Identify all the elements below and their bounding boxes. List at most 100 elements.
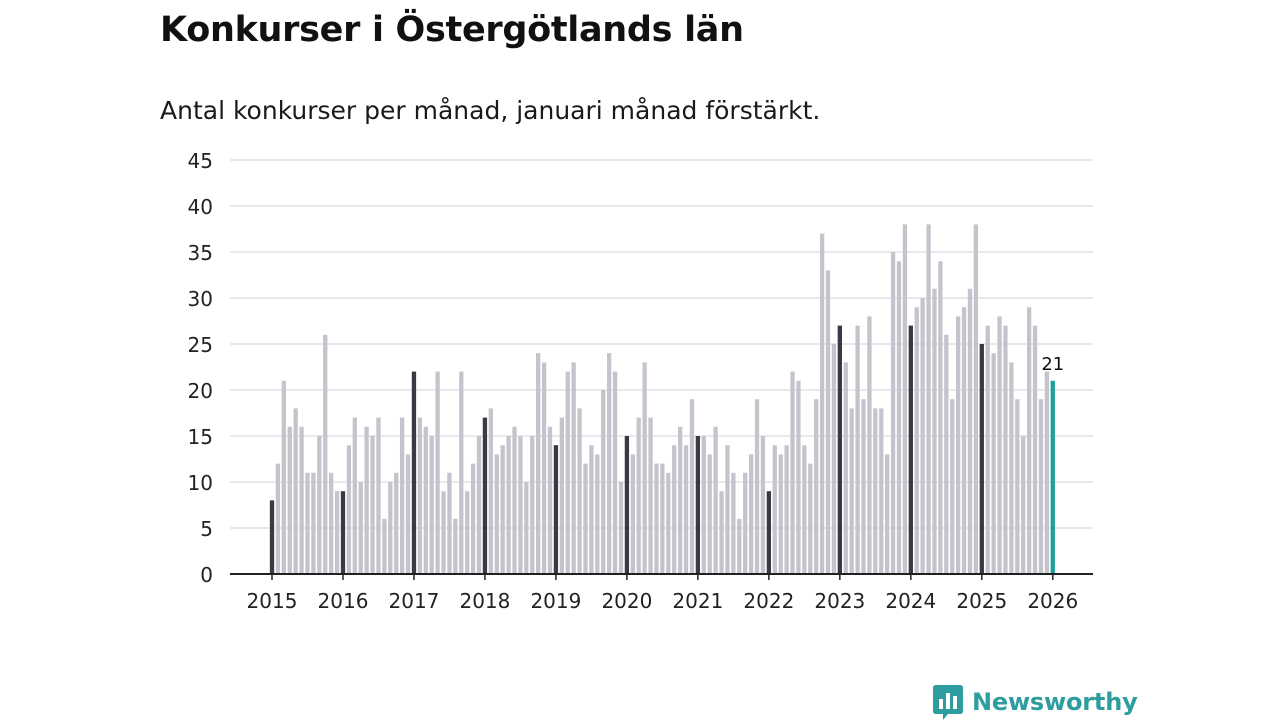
bar [660,463,665,574]
bar [920,298,925,574]
bar [885,454,890,574]
bar [837,325,842,574]
bar [784,445,789,574]
bar [536,353,541,574]
bar [411,371,417,574]
y-tick-label: 10 [188,471,213,495]
y-tick-label: 15 [188,425,213,449]
bar [1021,436,1026,574]
bar [287,426,292,574]
bar [867,316,872,574]
bar [843,362,848,574]
bar [896,261,902,574]
bar [950,399,955,574]
newsworthy-logo[interactable]: Newsworthy [932,682,1138,722]
bar [624,436,630,574]
bar [559,417,564,574]
x-tick-label: 2015 [247,589,298,613]
bar [583,463,588,574]
bar [932,288,937,574]
bar [470,463,476,574]
bar [565,371,570,574]
bar [530,436,535,574]
bar [518,436,523,574]
bar [399,417,405,574]
y-tick-label: 30 [188,287,213,311]
bar [465,491,470,574]
bar [849,408,854,574]
bar [677,426,683,574]
bar [955,316,961,574]
bar [879,408,884,574]
bar [902,224,908,574]
bar [689,399,695,574]
bar [985,325,990,574]
bar [1026,307,1032,574]
y-tick-label: 35 [188,241,213,265]
bar [524,482,529,574]
x-tick-label: 2016 [318,589,369,613]
bar [1015,399,1020,574]
bar [547,426,553,574]
bar [890,252,896,574]
bar [737,518,742,574]
bar [760,436,766,574]
bar [695,436,701,574]
bar [861,399,866,574]
bar [293,408,298,574]
bar [648,417,653,574]
bar [766,491,772,574]
x-tick-label: 2026 [1027,589,1078,613]
bar [376,417,381,574]
bar [1009,362,1014,574]
bar [589,445,594,574]
bar [778,454,783,574]
bar [405,454,411,574]
newsworthy-logo-icon [933,685,963,720]
bar [441,491,446,574]
bar [447,472,452,574]
bar [388,482,393,574]
bar [429,436,434,574]
bar [305,472,310,574]
bar [269,500,275,574]
bar [991,353,996,574]
bar [1038,399,1044,574]
bar [417,417,423,574]
y-tick-label: 20 [188,379,213,403]
bar [329,472,334,574]
bar [914,307,919,574]
x-tick-label: 2021 [672,589,723,613]
bar [435,371,440,574]
x-tick-label: 2022 [743,589,794,613]
bar [772,445,777,574]
bar [654,463,659,574]
bar [796,380,801,574]
bar [453,518,458,574]
bar [642,362,647,574]
bar [979,344,984,574]
axes [230,573,1093,580]
bar [908,325,913,574]
x-tick-label: 2019 [530,589,581,613]
bar [317,436,322,574]
bar [819,233,825,574]
brand-name: Newsworthy [972,688,1138,716]
x-tick-label: 2020 [601,589,652,613]
bar [275,463,281,574]
bar [630,454,635,574]
x-tick-label: 2018 [459,589,510,613]
gridlines [230,159,1093,529]
x-tick-label: 2025 [956,589,1007,613]
bar [488,408,494,574]
bar [802,445,807,574]
bar [944,334,949,574]
y-tick-label: 45 [188,149,213,173]
bar [997,316,1002,574]
bar [683,445,689,574]
bar [701,436,706,574]
bar [1032,325,1038,574]
bar [825,270,831,574]
